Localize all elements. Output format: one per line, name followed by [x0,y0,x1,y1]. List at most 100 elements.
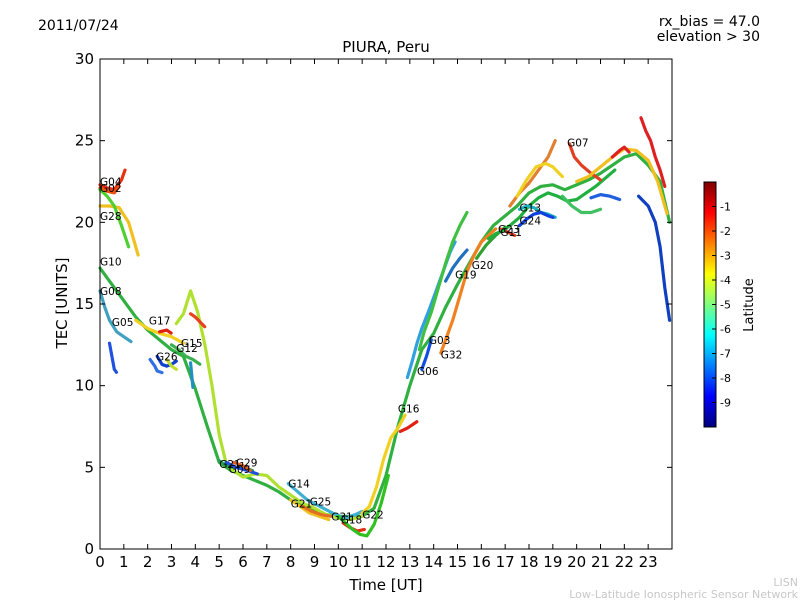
y-tick-label: 5 [84,458,94,476]
prn-label: G31 [331,511,353,523]
colorbar-tick-label: -1 [720,201,731,214]
x-tick-label: 18 [519,553,538,571]
series-trace [189,361,195,389]
series-trace [610,145,631,159]
x-tick-label: 20 [567,553,586,571]
series-trace [155,354,178,368]
prn-label: G17 [149,315,171,327]
x-tick-label: 9 [310,553,320,571]
y-tick-label: 30 [75,50,94,68]
series-trace [486,168,617,241]
axes: 0 1 2 3 4 5 6 7 8 9 10 11 12 13 14 15 16 17 18 19 20 21 22 2305… [75,50,673,571]
colorbar-tick-label: -2 [720,225,731,238]
credit-lisn: LISN [773,576,798,589]
series-trace [224,460,259,476]
prn-label: G23 [498,224,520,236]
x-tick-label: 1 [119,553,129,571]
prn-label: G11 [500,227,522,239]
colorbar-tick-label: -5 [720,299,731,312]
series-trace [98,188,131,249]
prn-label: G29 [236,457,258,469]
prn-label: G07 [567,137,589,149]
x-tick-label: 7 [262,553,272,571]
prn-label: G21 [291,498,313,510]
x-tick-label: 8 [286,553,296,571]
x-tick-label: 15 [448,553,467,571]
x-tick-label: 21 [591,553,610,571]
series-trace [517,210,555,228]
prn-label: G22 [362,510,384,522]
series-trace [336,473,390,538]
colorbar-tick-label: -7 [720,348,731,361]
prn-label: G03 [429,335,451,347]
prn-label: G09 [229,464,251,476]
series-trace [637,194,672,322]
x-tick-label: 5 [214,553,224,571]
colorbar-tick-label: -6 [720,323,731,336]
prn-label: G32 [441,350,463,362]
series-trace [158,328,174,335]
series-trace [98,152,672,518]
x-tick-label: 23 [639,553,658,571]
series-trace [515,161,564,198]
prn-label: G05 [112,317,133,329]
x-tick-label: 17 [496,553,515,571]
x-axis-label: Time [UT] [348,576,422,594]
prn-label: G18 [341,515,363,527]
date-label: 2011/07/24 [38,18,119,34]
prn-label: G20 [472,260,494,272]
colorbar: -9 -8 -7 -6 -5 -4 -3 -2 -1 [703,181,731,428]
prn-label: G12 [176,343,198,355]
prn-label: G08 [100,286,122,298]
y-tick-label: 10 [75,377,94,395]
y-tick-label: 25 [75,132,94,150]
prn-label: G13 [520,203,542,215]
x-tick-label: 19 [543,553,562,571]
series-trace [98,289,133,344]
x-tick-label: 2 [143,553,153,571]
series-trace [639,116,667,188]
colorbar-tick-label: -9 [720,397,731,410]
prn-label: G21 [219,459,241,471]
x-tick-label: 3 [167,553,177,571]
x-tick-label: 0 [95,553,105,571]
series-trace [165,357,178,371]
x-tick-label: 14 [424,553,443,571]
colorbar-tick-label: -8 [720,372,731,385]
series-trace [289,498,331,522]
series-trace [148,357,164,375]
series-trace [286,482,364,520]
series-trace [560,194,603,215]
series-trace [189,312,207,329]
y-axis-label: TEC [UNITS] [53,258,71,350]
prn-label: G14 [288,479,310,491]
series-trace [439,227,498,355]
credit-network: Low-Latitude Ionospheric Sensor Network [569,588,798,601]
prn-label: G24 [520,216,542,228]
y-tick-label: 15 [75,295,94,313]
series-trace [107,341,119,375]
prn-label: G26 [156,351,178,363]
series-trace [301,504,333,518]
series-trace [398,420,419,433]
y-tick-label: 0 [84,540,94,558]
rx-bias-label: rx_bias = 47.0 [658,14,760,30]
chart-title: PIURA, Peru [342,38,429,56]
x-tick-label: 11 [353,553,372,571]
x-tick-label: 4 [191,553,201,571]
series-trace [589,193,622,202]
elevation-label: elevation > 30 [656,29,760,45]
series-trace [98,204,140,257]
prn-label: G16 [398,404,420,416]
x-tick-label: 6 [238,553,248,571]
series-trace [231,460,252,473]
colorbar-tick-label: -3 [720,250,731,263]
series-trace [567,142,603,182]
series-trace [169,343,202,366]
colorbar-label: Latitude [742,278,757,332]
colorbar-tick-label: -4 [720,274,731,287]
prn-label: G02 [100,183,122,195]
x-tick-label: 10 [329,553,348,571]
